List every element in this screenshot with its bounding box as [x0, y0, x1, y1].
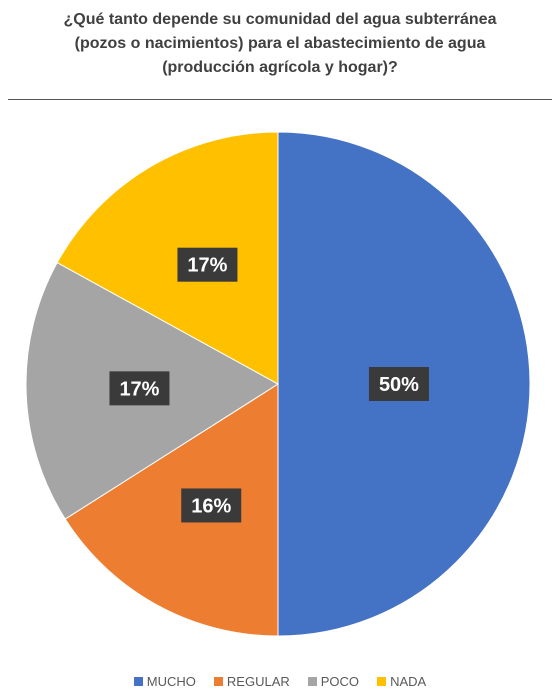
data-label-text: 17%	[119, 378, 159, 400]
data-label-poco: 17%	[109, 371, 170, 406]
legend-item-poco: POCO	[307, 674, 360, 689]
chart-legend: MUCHO REGULAR POCO NADA	[0, 674, 560, 689]
data-label-text: 50%	[379, 374, 419, 396]
legend-item-nada: NADA	[377, 674, 426, 689]
pie-slice-nada	[56, 131, 279, 385]
title-divider	[8, 99, 552, 100]
legend-swatch-regular	[213, 677, 223, 686]
chart-title-line-1: ¿Qué tanto depende su comunidad del agua…	[63, 11, 497, 28]
legend-swatch-poco	[307, 677, 317, 686]
legend-label-poco: POCO	[320, 674, 360, 689]
legend-label-regular: REGULAR	[226, 674, 290, 689]
data-label-text: 16%	[191, 495, 231, 517]
data-label-nada: 17%	[177, 247, 238, 282]
chart-title-line-3: (producción agrícola y hogar)?	[162, 59, 398, 76]
data-label-box	[177, 247, 238, 282]
data-label-box	[109, 371, 170, 406]
legend-item-mucho: MUCHO	[133, 674, 196, 689]
data-label-text: 17%	[187, 255, 227, 277]
legend-label-nada: NADA	[390, 674, 427, 689]
data-label-regular: 16%	[181, 488, 242, 523]
chart-title-line-2: (pozos o nacimientos) para el abastecimi…	[74, 35, 486, 52]
chart-title: ¿Qué tanto depende su comunidad del agua…	[10, 8, 550, 80]
data-label-box	[181, 488, 242, 523]
legend-item-regular: REGULAR	[213, 674, 290, 689]
legend-swatch-mucho	[133, 677, 143, 686]
legend-swatch-nada	[377, 677, 387, 686]
legend-label-mucho: MUCHO	[146, 674, 196, 689]
data-label-box	[368, 367, 429, 401]
data-label-mucho: 50%	[368, 367, 429, 401]
pie-slice-regular	[64, 383, 279, 637]
